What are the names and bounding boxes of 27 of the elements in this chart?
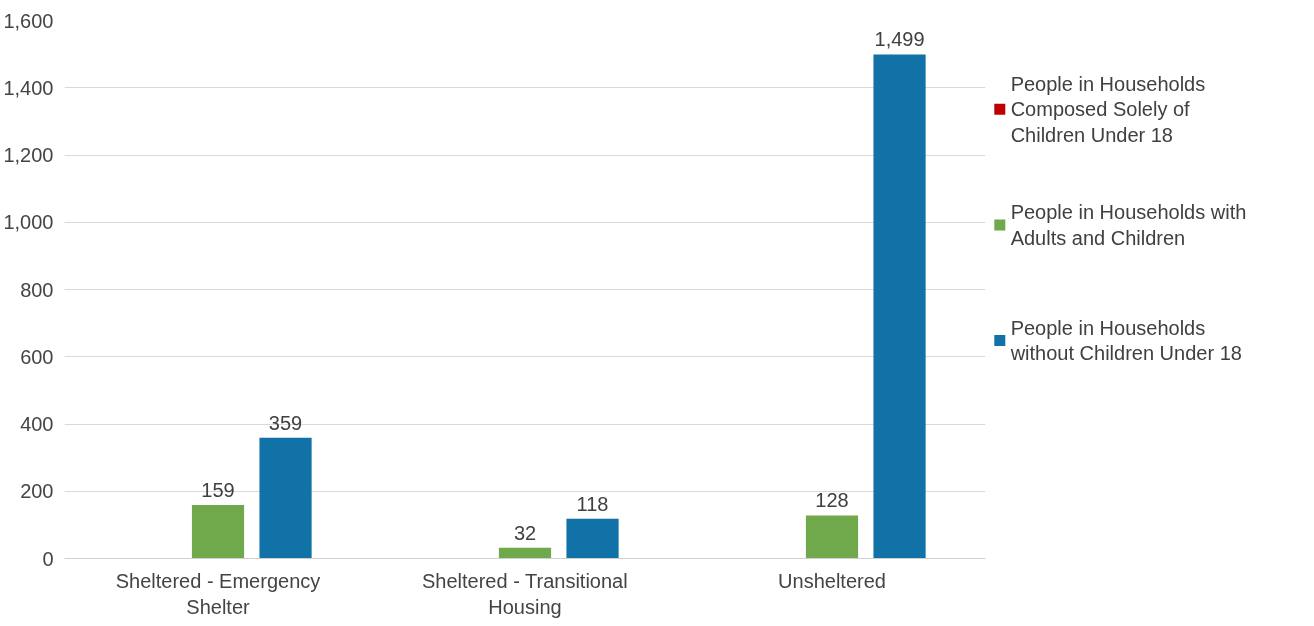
bar <box>805 515 859 559</box>
data-label: 359 <box>268 411 303 434</box>
legend-label: People in Households Composed Solely of Children Under 18 <box>1010 72 1206 146</box>
bar <box>566 518 619 559</box>
y-tick-label: 400 <box>20 413 54 435</box>
legend-label: People in Households with Adults and Children <box>1010 201 1247 249</box>
data-label: 128 <box>815 489 849 512</box>
y-tick-label: 1,600 <box>3 9 54 32</box>
bar <box>873 54 926 559</box>
data-label: 118 <box>576 492 609 515</box>
bar <box>498 547 552 559</box>
y-tick-label: 1,000 <box>3 211 54 234</box>
data-label: 1,499 <box>874 28 925 51</box>
y-tick-label: 600 <box>20 345 54 368</box>
y-tick-label: 1,200 <box>3 144 54 166</box>
y-tick-label: 1,400 <box>3 76 54 99</box>
x-tick-label: Unsheltered <box>778 569 886 592</box>
x-tick-label: Sheltered - Transitional Housing <box>421 569 628 618</box>
y-tick-label: 200 <box>20 480 54 503</box>
x-tick-label: Sheltered - Emergency Shelter <box>115 569 321 618</box>
y-tick-label: 800 <box>20 278 54 301</box>
legend-label: People in Households without Children Under 18 <box>1009 316 1242 365</box>
bar <box>191 505 245 559</box>
y-tick-label: 0 <box>42 547 54 570</box>
data-label: 32 <box>513 521 537 544</box>
data-label: 159 <box>201 479 235 502</box>
bar <box>259 437 312 559</box>
